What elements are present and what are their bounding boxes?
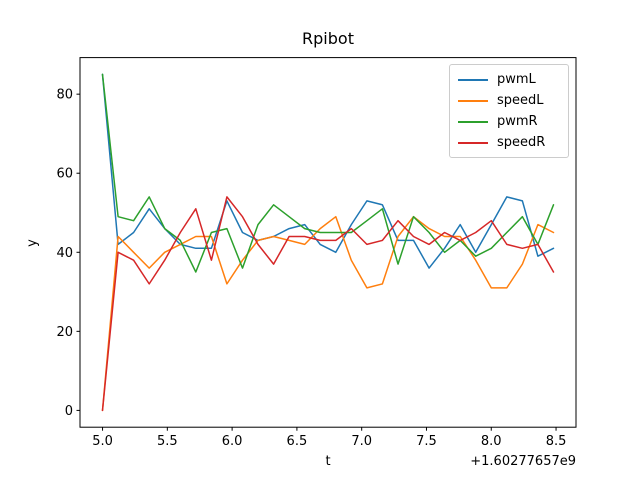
x-tick-label: 7.5: [416, 434, 437, 449]
legend-line-sample-speedR: [458, 141, 488, 144]
series-line-speedL: [101, 215, 555, 412]
legend-item-pwmR: pwmR: [458, 111, 560, 132]
x-tick-label: 5.0: [92, 434, 113, 449]
legend-item-pwmL: pwmL: [458, 69, 560, 90]
series-line-pwmL: [101, 73, 555, 269]
x-tick-label: 7.0: [351, 434, 372, 449]
legend-item-speedR: speedR: [458, 132, 560, 153]
y-tick-label: 20: [56, 325, 73, 340]
legend-label-speedL: speedL: [497, 93, 544, 108]
legend-line-sample-pwmL: [458, 78, 488, 81]
x-tick-label: 6.5: [287, 434, 308, 449]
legend-label-pwmR: pwmR: [497, 114, 538, 129]
x-axis-offset-text: +1.60277657e9: [470, 454, 576, 469]
y-tick-label: 0: [65, 404, 73, 419]
x-tick-label: 6.0: [222, 434, 243, 449]
chart-title: Rpibot: [302, 29, 354, 48]
x-tick-label: 5.5: [157, 434, 178, 449]
legend-item-speedL: speedL: [458, 90, 560, 111]
legend-label-pwmL: pwmL: [497, 72, 536, 87]
y-axis-label: y: [25, 239, 40, 247]
y-tick-label: 80: [56, 88, 73, 103]
legend-line-sample-pwmR: [458, 120, 488, 123]
legend-label-speedR: speedR: [497, 135, 546, 150]
legend-line-sample-speedL: [458, 99, 488, 102]
y-tick-label: 40: [56, 246, 73, 261]
x-axis-label: t: [325, 454, 330, 469]
x-tick-label: 8.5: [546, 434, 567, 449]
legend: pwmL speedL pwmR speedR: [449, 64, 569, 158]
y-tick-label: 60: [56, 167, 73, 182]
series-line-speedR: [101, 196, 555, 412]
x-tick-label: 8.0: [481, 434, 502, 449]
